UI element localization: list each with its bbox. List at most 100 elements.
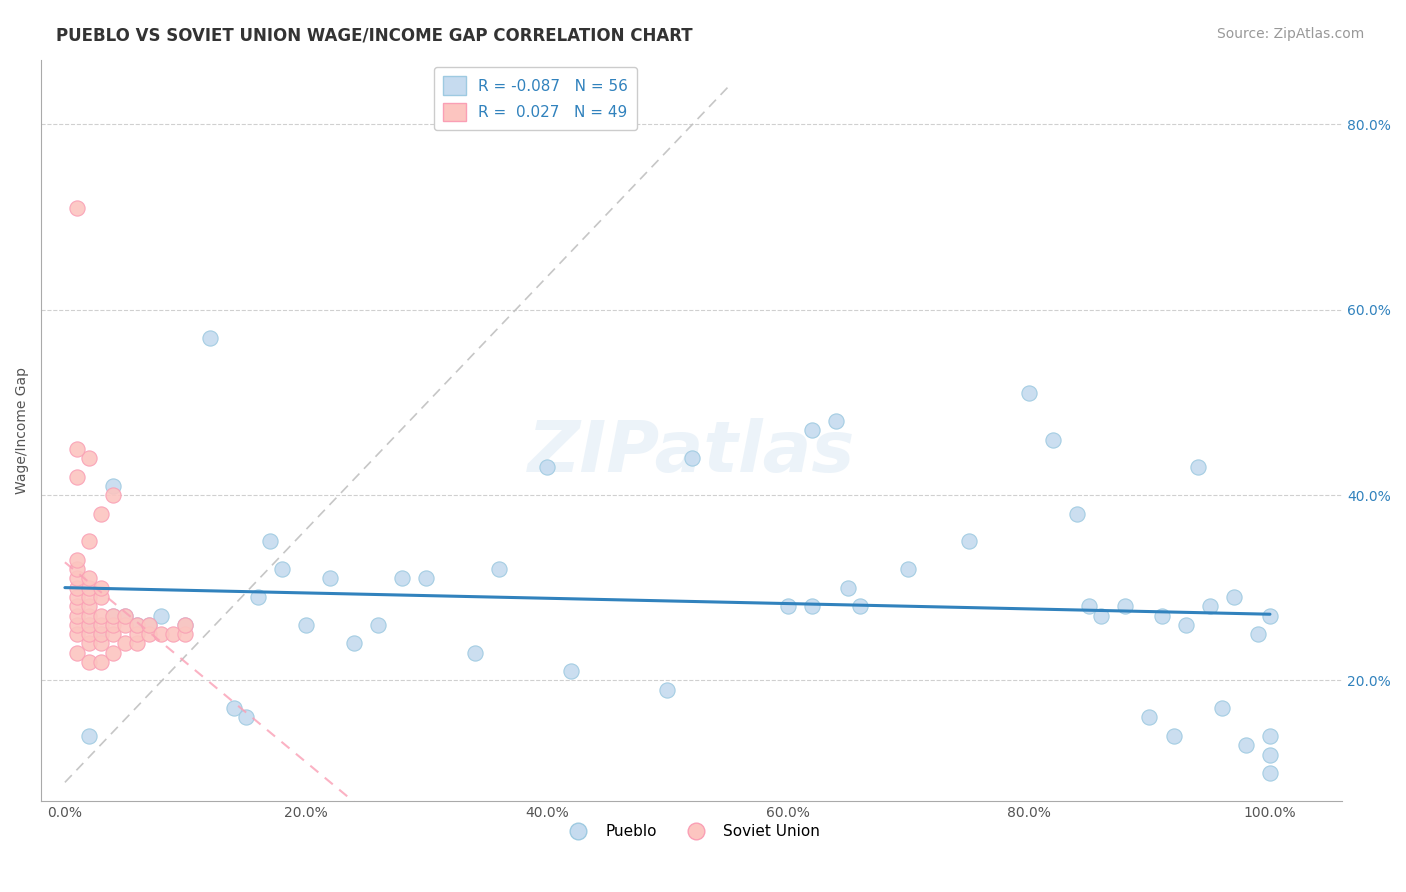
- Point: [1163, 729, 1185, 743]
- Text: Source: ZipAtlas.com: Source: ZipAtlas.com: [1216, 27, 1364, 41]
- Point: [235, 710, 257, 724]
- Point: [127, 617, 149, 632]
- Point: [66, 469, 89, 483]
- Point: [77, 450, 100, 465]
- Point: [657, 682, 679, 697]
- Point: [138, 627, 160, 641]
- Point: [464, 646, 486, 660]
- Point: [66, 442, 89, 456]
- Point: [1114, 599, 1136, 614]
- Point: [246, 590, 269, 604]
- Point: [391, 572, 413, 586]
- Point: [849, 599, 872, 614]
- Point: [1078, 599, 1101, 614]
- Point: [66, 646, 89, 660]
- Point: [957, 534, 980, 549]
- Point: [138, 617, 160, 632]
- Point: [1223, 590, 1246, 604]
- Point: [90, 627, 112, 641]
- Point: [77, 608, 100, 623]
- Point: [801, 599, 824, 614]
- Point: [77, 572, 100, 586]
- Point: [77, 590, 100, 604]
- Point: [801, 423, 824, 437]
- Point: [127, 636, 149, 650]
- Point: [114, 617, 136, 632]
- Point: [681, 450, 703, 465]
- Point: [66, 562, 89, 576]
- Point: [1211, 701, 1233, 715]
- Point: [1247, 627, 1270, 641]
- Point: [77, 617, 100, 632]
- Point: [101, 617, 124, 632]
- Point: [101, 608, 124, 623]
- Point: [560, 664, 582, 678]
- Point: [127, 617, 149, 632]
- Point: [367, 617, 389, 632]
- Point: [488, 562, 510, 576]
- Point: [66, 581, 89, 595]
- Point: [198, 330, 221, 344]
- Point: [101, 479, 124, 493]
- Point: [1090, 608, 1112, 623]
- Point: [837, 581, 859, 595]
- Point: [127, 627, 149, 641]
- Point: [90, 581, 112, 595]
- Point: [101, 627, 124, 641]
- Point: [90, 507, 112, 521]
- Point: [90, 590, 112, 604]
- Point: [174, 627, 197, 641]
- Point: [114, 608, 136, 623]
- Point: [66, 627, 89, 641]
- Point: [77, 534, 100, 549]
- Point: [1042, 433, 1064, 447]
- Point: [415, 572, 437, 586]
- Point: [174, 617, 197, 632]
- Point: [138, 617, 160, 632]
- Point: [77, 599, 100, 614]
- Point: [319, 572, 342, 586]
- Point: [343, 636, 366, 650]
- Text: ZIPatlas: ZIPatlas: [527, 418, 855, 487]
- Point: [295, 617, 318, 632]
- Point: [66, 599, 89, 614]
- Point: [66, 617, 89, 632]
- Point: [90, 617, 112, 632]
- Point: [66, 572, 89, 586]
- Point: [162, 627, 184, 641]
- Point: [77, 617, 100, 632]
- Point: [90, 627, 112, 641]
- Point: [114, 608, 136, 623]
- Point: [1198, 599, 1220, 614]
- Point: [1066, 507, 1088, 521]
- Point: [77, 655, 100, 669]
- Point: [150, 627, 173, 641]
- Point: [66, 608, 89, 623]
- Point: [77, 729, 100, 743]
- Point: [90, 608, 112, 623]
- Point: [1258, 729, 1281, 743]
- Point: [1187, 460, 1209, 475]
- Point: [90, 636, 112, 650]
- Point: [259, 534, 281, 549]
- Point: [897, 562, 920, 576]
- Point: [77, 627, 100, 641]
- Point: [90, 655, 112, 669]
- Point: [101, 608, 124, 623]
- Point: [101, 488, 124, 502]
- Point: [1018, 386, 1040, 401]
- Point: [114, 636, 136, 650]
- Point: [66, 590, 89, 604]
- Point: [150, 608, 173, 623]
- Point: [536, 460, 558, 475]
- Text: PUEBLO VS SOVIET UNION WAGE/INCOME GAP CORRELATION CHART: PUEBLO VS SOVIET UNION WAGE/INCOME GAP C…: [56, 27, 693, 45]
- Point: [66, 553, 89, 567]
- Point: [1258, 766, 1281, 780]
- Point: [1258, 747, 1281, 762]
- Point: [1174, 617, 1197, 632]
- Point: [1234, 739, 1257, 753]
- Legend: Pueblo, Soviet Union: Pueblo, Soviet Union: [557, 818, 827, 845]
- Point: [1258, 608, 1281, 623]
- Point: [270, 562, 292, 576]
- Point: [1150, 608, 1173, 623]
